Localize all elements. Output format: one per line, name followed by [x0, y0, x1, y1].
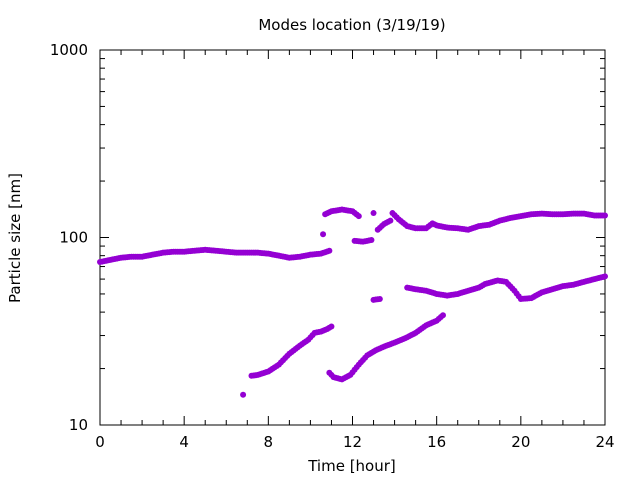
x-axis: 0 4 8 12 16 20 24: [95, 50, 615, 451]
y-tick-label: 1000: [50, 41, 88, 59]
data-point: [240, 391, 247, 398]
data-point: [387, 217, 394, 224]
data-point: [368, 236, 375, 243]
data-point: [370, 210, 377, 217]
y-axis-label: Particle size [nm]: [6, 173, 24, 303]
data-point: [602, 273, 608, 280]
chart-title: Modes location (3/19/19): [258, 16, 445, 34]
y-tick-label: 10: [69, 416, 88, 434]
data-points: [97, 206, 608, 398]
data-point: [326, 247, 333, 254]
data-point: [355, 213, 362, 220]
y-axis: 10 100 1000: [50, 41, 605, 434]
data-point: [320, 231, 327, 238]
x-tick-label: 8: [264, 433, 274, 451]
y-tick-label: 100: [59, 229, 88, 247]
x-tick-label: 16: [427, 433, 446, 451]
x-axis-label: Time [hour]: [307, 457, 396, 475]
x-tick-label: 0: [95, 433, 105, 451]
data-point: [376, 295, 383, 302]
x-tick-label: 4: [179, 433, 189, 451]
x-tick-label: 24: [595, 433, 614, 451]
data-point: [328, 323, 335, 330]
x-tick-label: 12: [343, 433, 362, 451]
data-point: [602, 212, 608, 219]
x-tick-label: 20: [511, 433, 530, 451]
data-point: [439, 312, 446, 319]
